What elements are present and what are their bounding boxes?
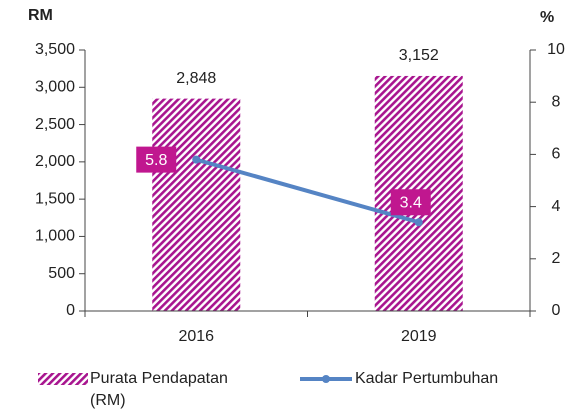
y-tick-label: 3,000 (35, 79, 75, 96)
data-label-box (390, 189, 431, 216)
line-point (192, 155, 201, 164)
x-tick-label: 2019 (401, 328, 437, 345)
y-tick-label: 2,500 (35, 116, 75, 133)
y-tick-label: 2,000 (35, 153, 75, 170)
line-point (414, 218, 423, 227)
legend-label: Purata Pendapatan (RM) (90, 370, 228, 409)
y2-tick-label: 2 (552, 250, 561, 267)
y-tick-label: 1,500 (35, 190, 75, 207)
data-label-box (136, 146, 177, 173)
y2-tick-label: 0 (552, 302, 561, 319)
legend-swatch (38, 373, 88, 385)
y2-axis-title: % (540, 9, 554, 26)
line-value-label: 5.8 (145, 152, 167, 169)
y-tick-label: 3,500 (35, 41, 75, 58)
y2-tick-label: 8 (552, 93, 561, 110)
y2-tick-label: 4 (552, 198, 561, 215)
y2-tick-label: 6 (552, 146, 561, 163)
y-tick-label: 500 (48, 265, 75, 282)
bar-value-label: 3,152 (399, 47, 439, 64)
legend-label: Kadar Pertumbuhan (355, 370, 499, 387)
line-value-label: 3.4 (400, 194, 422, 211)
line (195, 157, 420, 225)
y-tick-label: 0 (66, 302, 75, 319)
x-tick-label: 2016 (178, 328, 214, 345)
y-axis-title: RM (28, 7, 53, 24)
y2-tick-label: 10 (547, 41, 565, 58)
y-tick-label: 1,000 (35, 228, 75, 245)
legend-marker (322, 375, 330, 383)
bar-value-label: 2,848 (176, 70, 216, 87)
bar (152, 98, 241, 311)
